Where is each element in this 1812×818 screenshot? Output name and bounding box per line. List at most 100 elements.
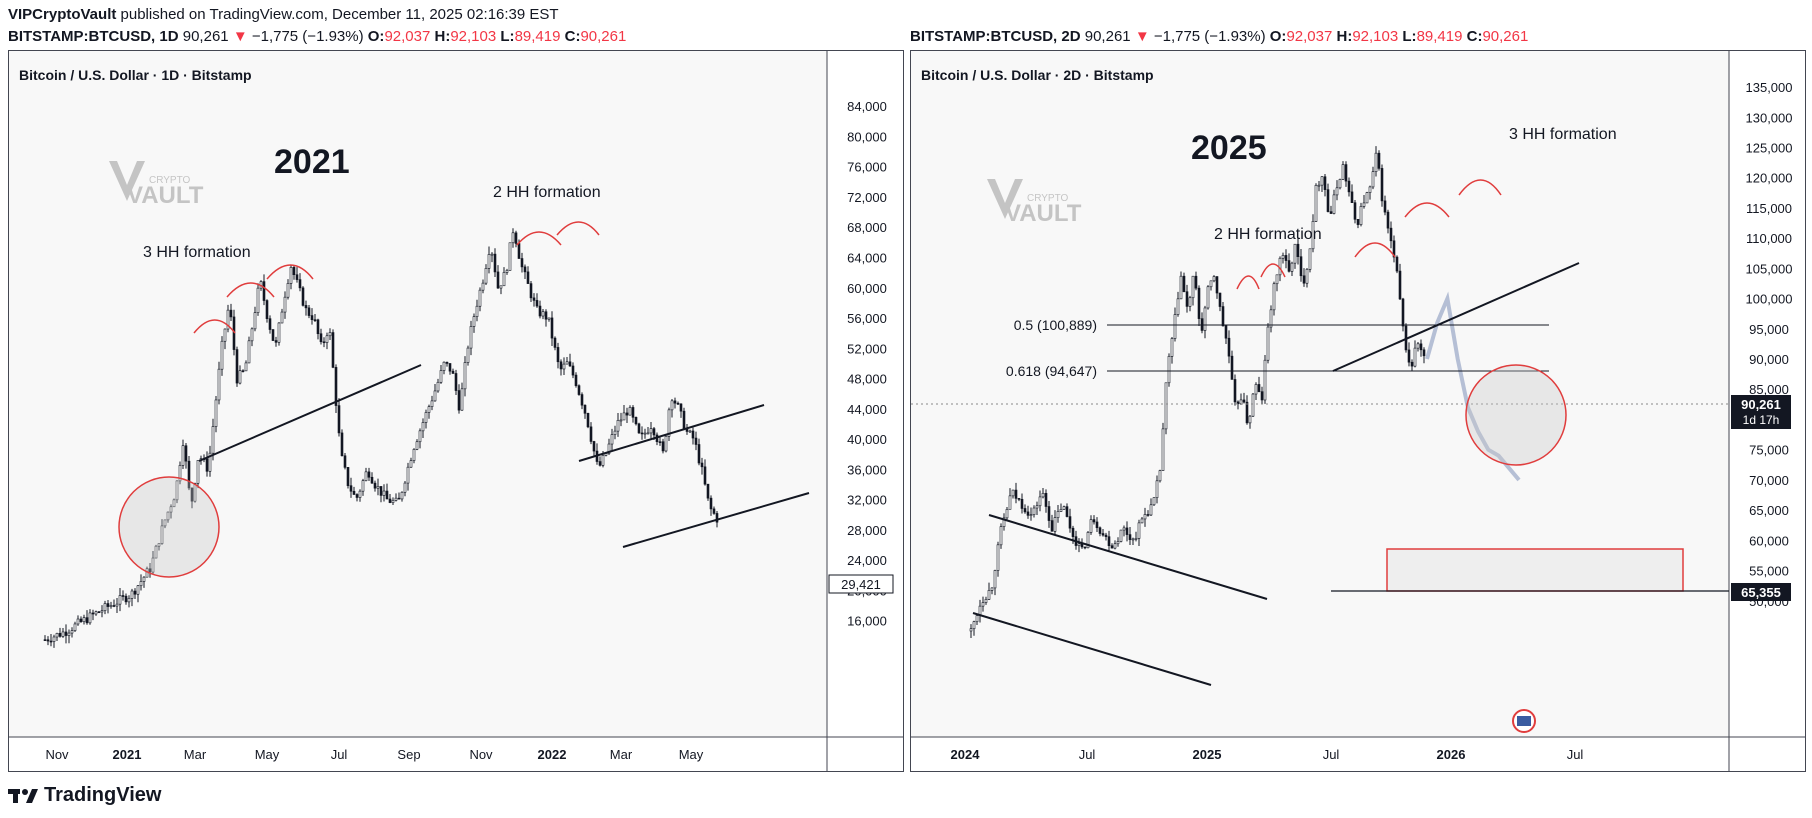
candle-body: [1158, 470, 1162, 482]
candle-body: [280, 311, 284, 324]
right-hh-arc-3[interactable]: [1354, 242, 1396, 258]
publish-header: VIPCryptoVault published on TradingView.…: [8, 6, 559, 23]
candle-body: [1302, 275, 1306, 284]
right-open: 92,037: [1286, 28, 1333, 45]
left-highlight-circle[interactable]: [118, 476, 220, 578]
candle-body: [130, 590, 134, 599]
tradingview-footer[interactable]: TradingView: [8, 784, 161, 807]
left-interval[interactable]: 1D: [159, 28, 179, 45]
candle-body: [478, 289, 482, 307]
candle-body: [73, 623, 77, 631]
right-hh-arc-4[interactable]: [1404, 202, 1450, 218]
left-hh-arc-1[interactable]: [193, 319, 236, 334]
down-arrow-icon: ▼: [232, 28, 248, 45]
candle-body: [1269, 309, 1273, 328]
left-channel-bottom[interactable]: [622, 492, 810, 548]
left-chart-svg[interactable]: VAULT CRYPTO 2021 3 HH formation 2 HH fo…: [9, 51, 903, 771]
candle-body: [1134, 538, 1138, 540]
candle-body: [622, 412, 626, 421]
right-plot-area[interactable]: [911, 51, 1729, 737]
right-time-axis[interactable]: 2024 Jul 2025 Jul 2026 Jul: [951, 747, 1584, 762]
left-symbol[interactable]: BITSTAMP:BTCUSD,: [8, 28, 156, 45]
publisher-name[interactable]: VIPCryptoVault: [8, 6, 117, 23]
r-y-tick-16: 55,000: [1749, 564, 1789, 579]
right-hh-arc-2[interactable]: [1260, 263, 1286, 278]
candle-body: [277, 322, 281, 343]
candle-body: [1266, 326, 1270, 361]
candle-body: [1221, 306, 1225, 327]
candle-body: [121, 595, 125, 597]
candle-body: [46, 639, 50, 642]
candle-body: [358, 490, 362, 498]
right-price-axis[interactable]: 135,000 130,000 125,000 120,000 115,000 110,0…: [1746, 80, 1793, 609]
candle-body: [1068, 516, 1072, 529]
candle-body: [409, 460, 413, 468]
candle-body: [673, 400, 677, 404]
candle-body: [253, 312, 257, 330]
candle-body: [484, 268, 488, 284]
l-y-tick-9: 48,000: [847, 372, 887, 387]
right-annotation-3hh: 3 HH formation: [1509, 126, 1617, 143]
candle-body: [490, 253, 494, 256]
left-trendline[interactable]: [198, 364, 422, 462]
left-chart-panel[interactable]: VAULT CRYPTO 2021 3 HH formation 2 HH fo…: [8, 50, 904, 772]
right-low: 89,419: [1416, 28, 1463, 45]
candle-body: [607, 443, 611, 454]
right-chart-svg[interactable]: VAULT CRYPTO 2025 2 HH formation 3 HH fo…: [911, 51, 1805, 771]
left-hh-arc-3[interactable]: [266, 264, 314, 280]
l-x-tick-8: Mar: [610, 747, 633, 762]
left-time-axis[interactable]: Nov 2021 Mar May Jul Sep Nov 2022 Mar May: [45, 747, 703, 762]
flag-badge-icon[interactable]: [1512, 709, 1536, 733]
candle-body: [715, 513, 719, 523]
l-x-tick-6: Nov: [469, 747, 493, 762]
l-y-tick-4: 68,000: [847, 220, 887, 235]
candle-body: [1233, 379, 1237, 403]
candle-body: [346, 467, 350, 486]
o-label: O:: [1269, 28, 1287, 45]
right-channel-bottom[interactable]: [972, 612, 1212, 686]
candle-body: [1284, 255, 1288, 261]
candle-body: [106, 603, 110, 607]
right-interval[interactable]: 2D: [1061, 28, 1081, 45]
left-hh-arc-4[interactable]: [516, 231, 562, 246]
candle-body: [451, 370, 455, 374]
candle-body: [706, 483, 710, 499]
right-highlight-circle[interactable]: [1465, 364, 1567, 466]
candle-body: [256, 287, 260, 313]
right-symbol[interactable]: BITSTAMP:BTCUSD,: [910, 28, 1058, 45]
right-support-marker-text: 65,355: [1741, 585, 1781, 600]
candle-body: [382, 490, 386, 496]
candle-body: [265, 300, 269, 319]
r-y-tick-14: 65,000: [1749, 503, 1789, 518]
candle-body: [529, 283, 533, 299]
candle-body: [1281, 255, 1285, 259]
right-year-label: 2025: [1191, 129, 1267, 167]
right-trendline[interactable]: [1332, 262, 1580, 372]
right-channel-top[interactable]: [988, 514, 1268, 600]
candle-body: [1209, 280, 1213, 288]
candle-body: [421, 422, 425, 432]
left-channel-top[interactable]: [578, 404, 765, 462]
candle-body: [337, 405, 341, 434]
right-hh-arc-5[interactable]: [1458, 179, 1502, 196]
right-hh-arc-1[interactable]: [1236, 275, 1260, 290]
l-x-tick-9: May: [679, 747, 704, 762]
l-y-tick-12: 36,000: [847, 462, 887, 477]
c-label: C:: [564, 28, 581, 45]
candle-body: [1350, 191, 1354, 203]
candle-body: [640, 432, 644, 435]
candle-body: [250, 328, 254, 342]
candle-body: [631, 407, 635, 418]
candle-body: [1398, 270, 1402, 300]
target-zone-box[interactable]: [1386, 548, 1684, 592]
left-price-axis[interactable]: 84,000 80,000 76,000 72,000 68,000 64,000 60,0…: [847, 99, 887, 629]
candle-body: [1392, 240, 1396, 258]
left-hh-arc-2[interactable]: [226, 282, 275, 298]
left-plot-area[interactable]: [9, 51, 827, 737]
right-chart-panel[interactable]: VAULT CRYPTO 2025 2 HH formation 3 HH fo…: [910, 50, 1806, 772]
left-hh-arc-5[interactable]: [556, 221, 600, 236]
candle-body: [1179, 275, 1183, 300]
left-annotation-3hh: 3 HH formation: [143, 244, 251, 261]
candle-body: [712, 508, 716, 514]
candle-body: [1086, 532, 1090, 549]
